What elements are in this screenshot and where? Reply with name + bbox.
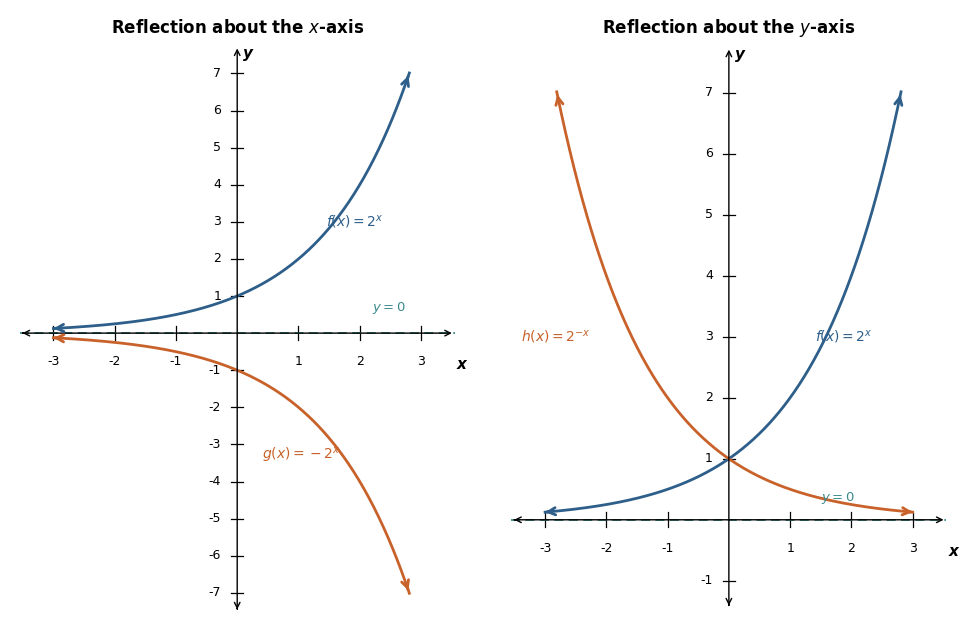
Text: -1: -1 [209, 364, 221, 377]
Text: -6: -6 [209, 550, 221, 562]
Text: 5: 5 [214, 141, 221, 154]
Text: $g(x) = -2^x$: $g(x) = -2^x$ [261, 446, 340, 465]
Text: $h(x) = 2^{-x}$: $h(x) = 2^{-x}$ [521, 328, 591, 345]
Text: 4: 4 [214, 178, 221, 192]
Text: $f(x) = 2^x$: $f(x) = 2^x$ [326, 214, 384, 230]
Text: 2: 2 [705, 391, 713, 404]
Text: 1: 1 [786, 542, 794, 555]
Text: $y = 0$: $y = 0$ [821, 490, 855, 506]
Text: y: y [243, 46, 254, 61]
Text: -3: -3 [539, 542, 551, 555]
Text: -3: -3 [47, 355, 59, 368]
Text: 1: 1 [294, 355, 302, 368]
Text: $f(x) = 2^x$: $f(x) = 2^x$ [815, 328, 873, 345]
Text: x: x [456, 357, 466, 372]
Text: 7: 7 [705, 86, 713, 99]
Text: 2: 2 [356, 355, 364, 368]
Text: 5: 5 [705, 208, 713, 221]
Text: 3: 3 [909, 542, 916, 555]
Text: -1: -1 [700, 575, 713, 587]
Text: -4: -4 [209, 475, 221, 488]
Text: 2: 2 [214, 252, 221, 266]
Text: -5: -5 [209, 512, 221, 525]
Text: $y = 0$: $y = 0$ [372, 300, 406, 317]
Text: 3: 3 [214, 215, 221, 229]
Text: y: y [735, 47, 745, 62]
Title: Reflection about the $x$-axis: Reflection about the $x$-axis [110, 19, 364, 36]
Text: -1: -1 [661, 542, 674, 555]
Text: 6: 6 [214, 104, 221, 117]
Text: 3: 3 [705, 330, 713, 344]
Text: -2: -2 [108, 355, 121, 368]
Text: 1: 1 [214, 290, 221, 303]
Text: 2: 2 [847, 542, 855, 555]
Text: -1: -1 [170, 355, 182, 368]
Text: -7: -7 [209, 587, 221, 599]
Text: -3: -3 [209, 438, 221, 451]
Text: 7: 7 [214, 67, 221, 80]
Text: -2: -2 [209, 401, 221, 414]
Title: Reflection about the $y$-axis: Reflection about the $y$-axis [603, 17, 855, 39]
Text: -2: -2 [601, 542, 612, 555]
Text: 6: 6 [705, 147, 713, 160]
Text: 1: 1 [705, 452, 713, 465]
Text: 3: 3 [417, 355, 425, 368]
Text: 4: 4 [705, 269, 713, 282]
Text: x: x [948, 543, 958, 558]
